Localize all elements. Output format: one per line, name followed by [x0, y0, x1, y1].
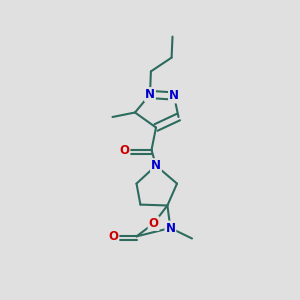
Text: O: O	[148, 217, 159, 230]
Text: O: O	[108, 230, 118, 243]
Text: O: O	[119, 143, 130, 157]
Text: N: N	[169, 89, 179, 103]
Text: N: N	[151, 159, 161, 172]
Text: N: N	[165, 221, 176, 235]
Text: N: N	[145, 88, 155, 101]
